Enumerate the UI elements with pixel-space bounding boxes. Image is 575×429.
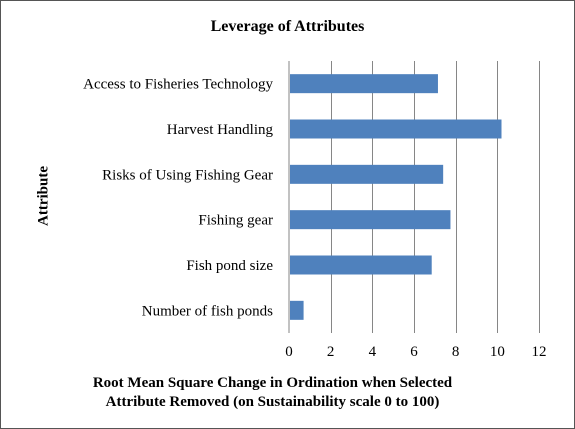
bar [290,164,444,184]
category-label: Access to Fisheries Technology [83,77,273,93]
category-label: Fishing gear [198,213,273,229]
x-tick-label: 10 [490,344,505,360]
x-tick-label: 4 [369,344,377,360]
x-axis-title-line-1: Root Mean Square Change in Ordination wh… [92,375,453,391]
x-tick-label: 8 [452,344,460,360]
chart-title: Leverage of Attributes [210,18,365,35]
x-axis-title: Root Mean Square Change in Ordination wh… [0,374,545,412]
category-label: Harvest Handling [167,122,274,138]
bar [290,119,502,139]
gridlines [331,61,540,333]
category-label: Number of fish ponds [142,303,273,319]
bars [290,74,502,320]
x-tick-label: 6 [410,344,418,360]
category-label: Fish pond size [186,258,273,274]
bar [290,300,304,320]
x-axis-title-line-2: Attribute Removed (on Sustainability sca… [105,394,440,410]
bar [290,74,438,94]
category-label: Risks of Using Fishing Gear [102,167,273,183]
bar [290,210,451,230]
x-tick-label: 12 [532,344,547,360]
bar [290,255,432,275]
category-labels: Access to Fisheries Technology Harvest Ha… [83,77,273,320]
x-tick-labels: 0 2 4 6 8 10 12 [285,344,546,360]
x-tick-label: 2 [327,344,335,360]
x-tick-label: 0 [285,344,293,360]
